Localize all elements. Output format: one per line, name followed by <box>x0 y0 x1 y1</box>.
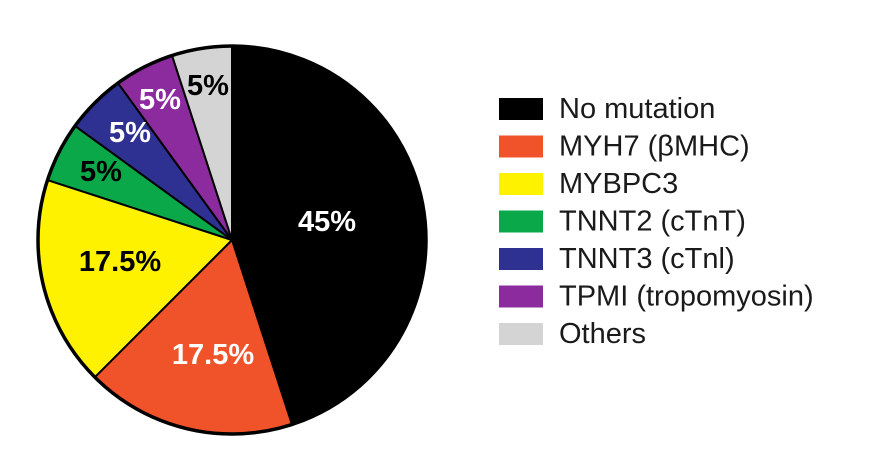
legend-swatch-4 <box>499 210 543 233</box>
legend-swatch-2 <box>499 135 543 158</box>
slice-label-7: 5% <box>187 70 229 102</box>
legend-swatch-3 <box>499 173 543 195</box>
slice-label-1: 45% <box>298 206 356 238</box>
legend-swatch-5 <box>499 248 543 270</box>
legend-swatch-6 <box>499 285 543 308</box>
pie-slices <box>37 45 427 435</box>
slice-labels: 45%17.5%17.5%5%5%5% 5% <box>79 70 356 371</box>
legend-label-5: TNNT3 (cTnl) <box>559 243 735 275</box>
slice-label-5: 5% <box>109 117 151 149</box>
legend-swatch-7 <box>499 323 543 345</box>
legend-label-2: MYH7 (βMHC) <box>559 131 750 163</box>
legend-swatch-1 <box>499 98 543 120</box>
slice-label-2: 17.5% <box>172 339 254 371</box>
legend-label-3: MYBPC3 <box>559 168 678 200</box>
slice-label-6: 5% <box>139 84 181 116</box>
legend-label-4: TNNT2 (cTnT) <box>559 206 746 238</box>
legend: No mutation MYH7 (βMHC) MYBPC3 TNNT2 (cTnT)… <box>499 93 814 350</box>
slice-label-3: 17.5% <box>79 246 161 278</box>
pie-outline <box>36 44 428 436</box>
legend-label-6: TPMI (tropomyosin) <box>559 281 814 313</box>
legend-label-1: No mutation <box>559 93 715 125</box>
legend-label-7: Others <box>559 318 646 350</box>
slice-label-4: 5% <box>80 156 122 188</box>
